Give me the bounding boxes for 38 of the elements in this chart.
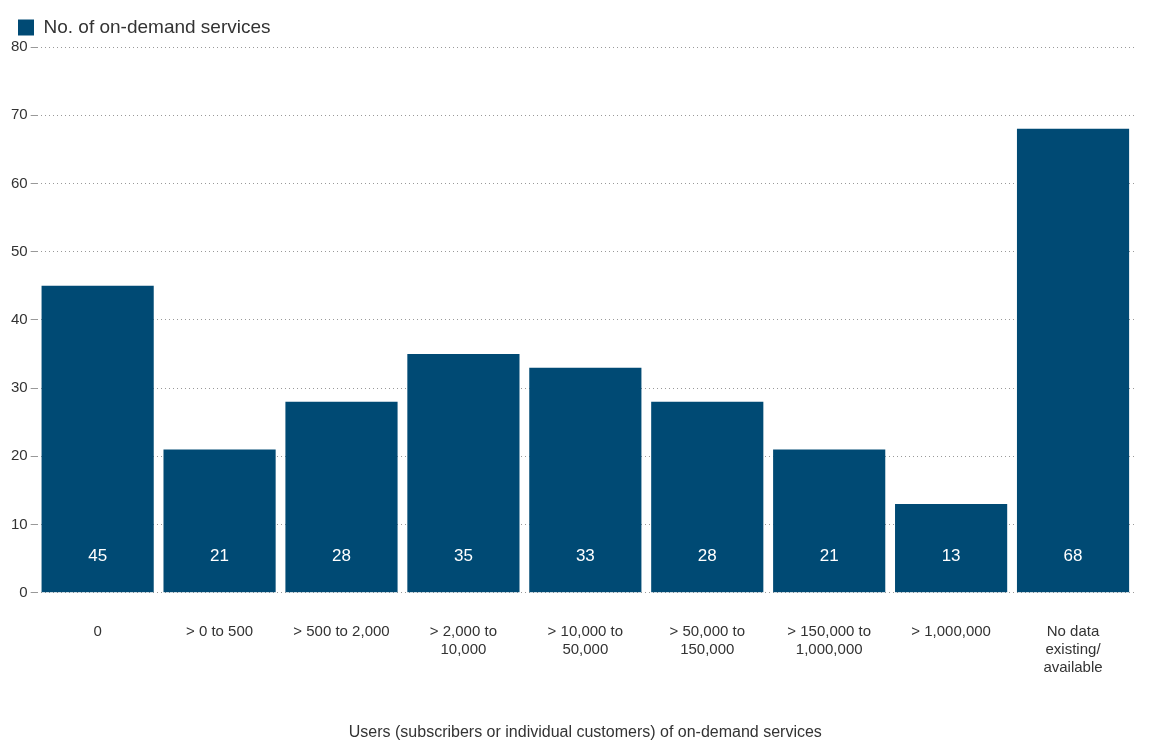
bar [529,367,642,593]
data-label: 21 [210,546,230,566]
bar [1016,128,1130,593]
x-tick-label: > 10,000 to 50,000 [547,621,624,657]
y-tick-label: 50 [11,241,28,259]
x-tick-label: > 50,000 to 150,000 [669,621,746,657]
data-label: 13 [941,546,961,566]
y-tick-label: 0 [19,582,28,600]
y-tick-label: 80 [11,37,28,55]
y-tick-label: 30 [11,378,28,396]
bar [773,449,886,593]
y-tick-label: 60 [11,173,28,191]
x-tick-label: > 1,000,000 [911,621,991,639]
bar [285,401,398,593]
data-label: 68 [1063,546,1083,566]
x-tick-label: > 500 to 2,000 [293,621,390,639]
legend-label: No. of on-demand services [43,15,271,37]
bar [651,401,764,593]
bar [163,449,276,593]
x-tick-label: > 0 to 500 [185,621,254,639]
data-label: 45 [88,546,108,566]
x-axis-title: Users (subscribers or individual customers) of on-demand services [348,722,822,740]
y-tick-label: 40 [11,310,28,328]
x-tick-label: 0 [93,621,102,639]
bar [895,504,1008,593]
y-tick-label: 70 [11,105,28,123]
y-tick-label: 10 [11,514,28,532]
data-label: 28 [697,546,717,566]
x-tick-label: > 2,000 to 10,000 [429,621,497,657]
x-tick-label: No data existing/ available [1043,621,1103,675]
bar [407,354,520,593]
data-label: 35 [453,546,473,566]
data-label: 33 [575,546,595,566]
data-label: 28 [332,546,351,566]
bar [41,285,154,593]
x-tick-label: > 150,000 to 1,000,000 [787,621,872,657]
y-tick-label: 20 [11,446,28,464]
data-label: 21 [819,546,839,566]
